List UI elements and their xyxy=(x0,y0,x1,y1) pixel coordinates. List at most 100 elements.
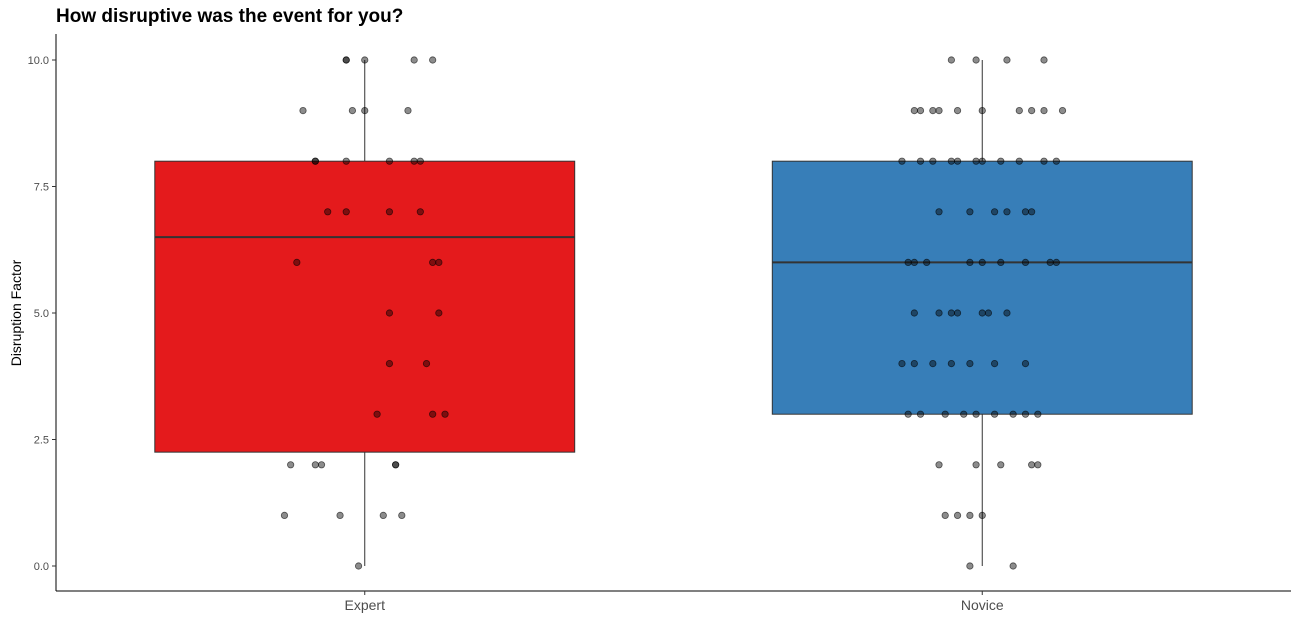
data-point xyxy=(373,410,381,418)
data-point xyxy=(1015,157,1023,165)
data-point xyxy=(972,410,980,418)
data-point xyxy=(984,309,993,317)
data-point xyxy=(972,56,980,64)
data-point xyxy=(997,157,1005,165)
data-point xyxy=(429,258,437,266)
data-point xyxy=(416,208,424,216)
data-point xyxy=(324,208,332,216)
data-point xyxy=(935,309,943,317)
data-point xyxy=(385,309,394,317)
data-point xyxy=(1003,208,1011,216)
data-point xyxy=(1040,107,1048,115)
data-point xyxy=(311,157,319,165)
data-point xyxy=(997,461,1005,469)
x-tick-label: Novice xyxy=(961,597,1004,613)
data-point xyxy=(953,309,962,317)
data-point xyxy=(947,56,955,64)
data-point xyxy=(978,258,986,266)
data-point xyxy=(410,56,418,64)
y-tick-label: 10.0 xyxy=(28,55,49,67)
data-point xyxy=(966,258,974,266)
chart-title: How disruptive was the event for you? xyxy=(56,6,404,27)
data-point xyxy=(947,157,955,165)
data-point xyxy=(935,107,943,115)
data-point xyxy=(1021,208,1030,216)
data-point xyxy=(1046,258,1054,266)
data-point xyxy=(978,107,986,115)
data-point xyxy=(398,511,406,520)
data-point xyxy=(978,157,986,165)
data-point xyxy=(978,309,986,317)
data-point xyxy=(898,157,906,165)
data-point xyxy=(311,461,319,469)
data-point xyxy=(935,461,943,469)
data-point xyxy=(1052,157,1060,165)
data-point xyxy=(953,107,962,115)
data-point xyxy=(299,107,307,115)
data-point xyxy=(354,562,363,570)
data-point xyxy=(348,107,356,115)
data-point xyxy=(336,511,344,520)
data-point xyxy=(435,309,443,317)
data-point xyxy=(429,56,437,64)
data-point xyxy=(972,461,980,469)
data-point xyxy=(929,107,937,115)
data-point xyxy=(280,511,289,520)
data-point xyxy=(435,258,443,266)
data-point xyxy=(898,359,906,368)
y-tick-label: 2.5 xyxy=(34,435,49,447)
data-point xyxy=(966,511,974,520)
data-point xyxy=(1028,107,1036,115)
data-point xyxy=(953,511,962,520)
data-point xyxy=(342,157,350,165)
y-tick-label: 7.5 xyxy=(34,182,49,194)
data-point xyxy=(972,157,980,165)
data-point xyxy=(916,107,925,115)
data-point xyxy=(990,410,999,418)
data-point xyxy=(404,107,412,115)
data-point xyxy=(1003,309,1011,317)
data-point xyxy=(929,359,937,368)
data-point xyxy=(385,157,394,165)
data-point xyxy=(317,461,326,469)
data-point xyxy=(1009,562,1017,570)
data-point xyxy=(953,157,962,165)
data-point xyxy=(904,258,912,266)
data-point xyxy=(1021,258,1030,266)
data-point xyxy=(923,258,931,266)
data-point xyxy=(1040,56,1048,64)
data-point xyxy=(441,410,449,418)
data-point xyxy=(416,157,424,165)
data-point xyxy=(941,410,949,418)
data-point xyxy=(1009,410,1017,418)
data-point xyxy=(966,562,974,570)
data-point xyxy=(997,258,1005,266)
data-point xyxy=(361,56,369,64)
data-point xyxy=(941,511,949,520)
data-point xyxy=(966,359,974,368)
data-point xyxy=(1058,107,1067,115)
data-point xyxy=(410,157,418,165)
data-point xyxy=(1052,258,1060,266)
data-point xyxy=(966,208,974,216)
data-point xyxy=(1015,107,1023,115)
data-point xyxy=(1028,208,1036,216)
data-point xyxy=(392,461,400,469)
data-point xyxy=(361,107,369,115)
y-tick-label: 5.0 xyxy=(34,308,49,320)
data-point xyxy=(990,208,999,216)
box-novice xyxy=(771,160,1193,415)
data-point xyxy=(1021,359,1030,368)
data-point xyxy=(916,157,925,165)
data-point xyxy=(947,309,955,317)
data-point xyxy=(422,359,431,368)
data-point xyxy=(1034,410,1042,418)
data-point xyxy=(1021,410,1030,418)
data-point xyxy=(385,359,394,368)
data-point xyxy=(342,208,350,216)
data-point xyxy=(929,157,937,165)
data-point xyxy=(935,208,943,216)
data-point xyxy=(904,410,912,418)
data-point xyxy=(429,410,437,418)
